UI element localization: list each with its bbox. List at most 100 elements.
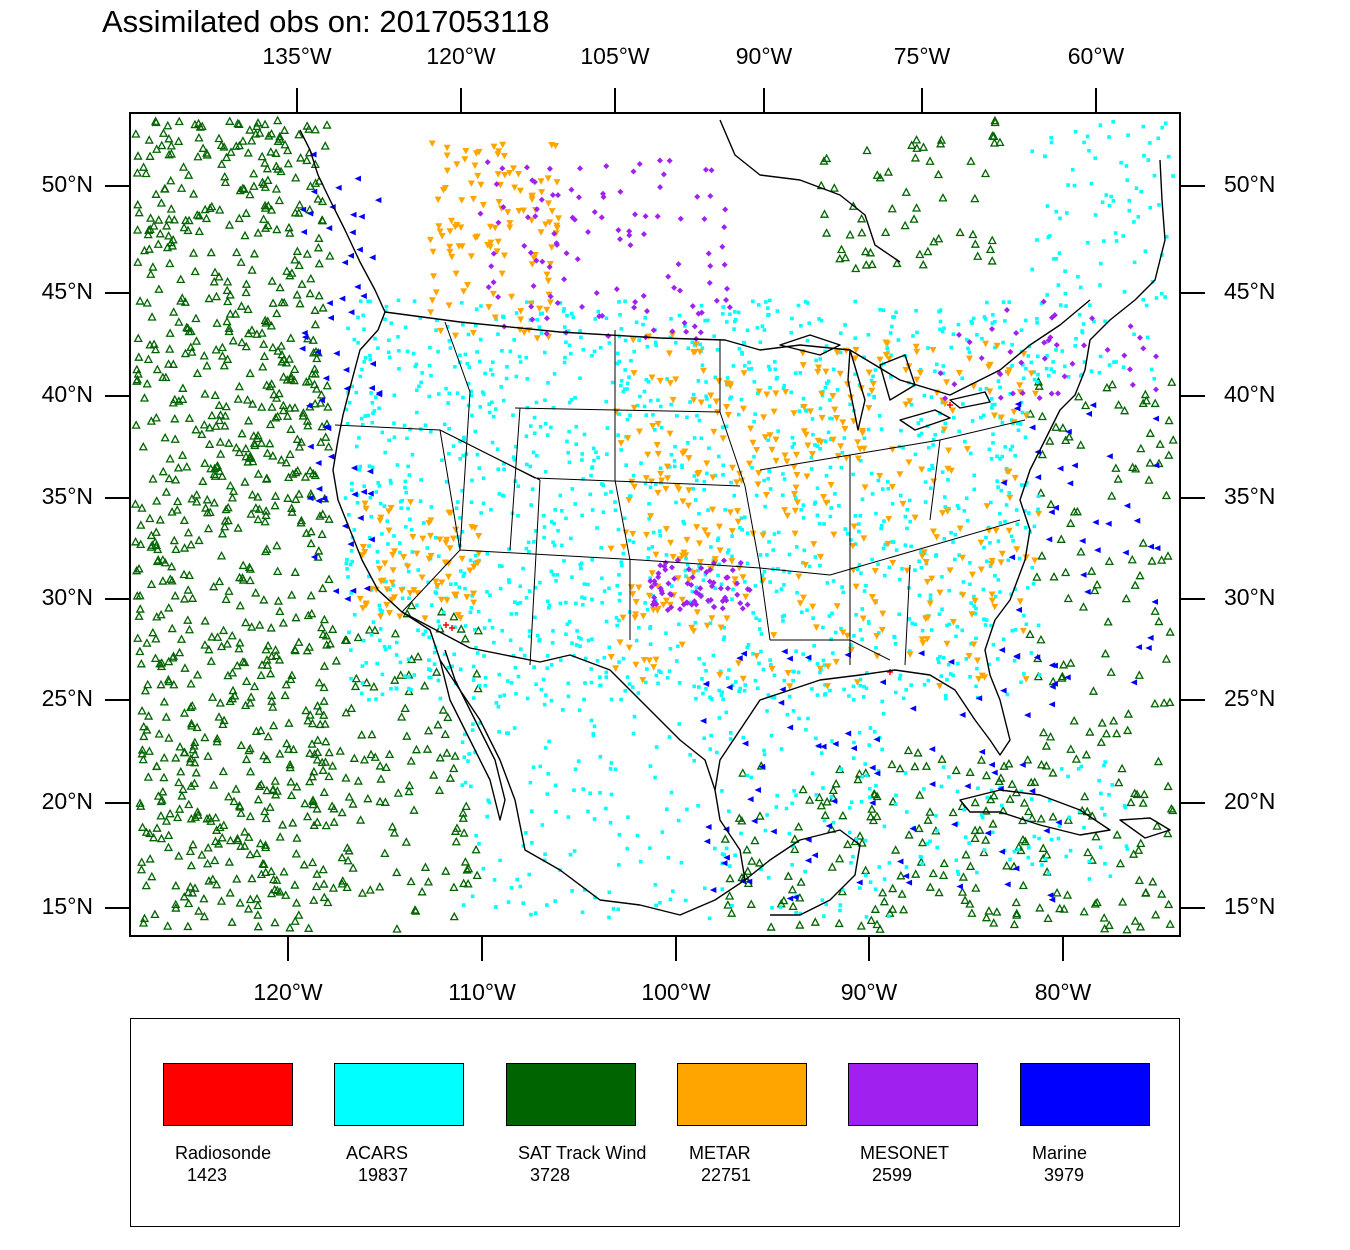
obs-marker — [149, 339, 159, 348]
obs-marker — [200, 458, 210, 467]
obs-marker — [696, 591, 703, 598]
obs-marker — [570, 889, 574, 893]
obs-marker — [308, 795, 318, 804]
obs-marker — [207, 692, 218, 701]
obs-marker — [1022, 376, 1026, 381]
obs-marker — [249, 438, 259, 448]
obs-marker — [922, 787, 926, 791]
obs-marker — [490, 625, 495, 630]
obs-marker — [316, 398, 326, 407]
obs-marker — [484, 241, 492, 249]
obs-marker — [833, 349, 841, 356]
obs-marker — [527, 550, 531, 554]
obs-marker — [1046, 499, 1056, 509]
obs-marker — [1127, 208, 1132, 213]
obs-marker — [357, 436, 361, 440]
obs-marker — [314, 677, 324, 687]
obs-marker — [442, 422, 447, 427]
obs-marker — [149, 221, 159, 230]
obs-marker — [545, 433, 550, 437]
obs-marker — [234, 213, 244, 223]
obs-marker — [839, 465, 844, 470]
obs-marker — [459, 878, 469, 888]
obs-marker — [200, 616, 210, 625]
obs-marker — [266, 128, 277, 138]
obs-marker — [755, 326, 760, 330]
obs-marker — [995, 479, 1000, 483]
obs-marker — [874, 784, 878, 788]
obs-marker — [473, 683, 483, 693]
obs-marker — [1016, 428, 1021, 433]
obs-marker — [923, 815, 933, 824]
obs-marker — [380, 672, 385, 677]
obs-marker — [456, 500, 460, 504]
obs-marker — [164, 231, 174, 240]
obs-marker — [1008, 857, 1012, 862]
obs-marker — [237, 337, 247, 347]
obs-marker — [701, 691, 705, 696]
obs-marker — [642, 389, 647, 394]
obs-marker — [963, 439, 967, 444]
obs-marker — [902, 367, 910, 374]
obs-marker — [824, 663, 832, 670]
obs-marker — [795, 920, 805, 929]
obs-marker — [916, 421, 921, 425]
obs-marker — [943, 379, 951, 386]
obs-marker — [977, 539, 985, 547]
obs-marker — [509, 165, 517, 172]
obs-marker — [202, 507, 213, 517]
obs-marker — [1085, 134, 1090, 139]
obs-marker — [867, 795, 872, 800]
obs-marker — [875, 924, 885, 933]
obs-marker — [381, 762, 391, 772]
obs-marker — [1070, 167, 1075, 172]
obs-marker — [143, 772, 153, 781]
obs-marker — [1121, 593, 1131, 603]
obs-marker — [994, 776, 1004, 786]
obs-marker — [960, 628, 965, 633]
obs-marker — [343, 855, 353, 865]
obs-marker — [135, 798, 145, 807]
obs-marker — [183, 615, 193, 624]
obs-marker — [474, 172, 482, 180]
obs-marker — [199, 911, 209, 921]
obs-marker — [993, 594, 998, 599]
obs-marker — [203, 523, 214, 533]
obs-marker — [862, 145, 872, 155]
obs-marker — [1021, 363, 1025, 367]
obs-marker — [712, 334, 716, 339]
obs-marker — [1022, 613, 1026, 618]
obs-marker — [662, 526, 670, 533]
obs-marker — [521, 844, 526, 848]
obs-marker — [446, 665, 451, 670]
obs-marker — [831, 820, 836, 825]
obs-marker — [973, 611, 978, 616]
obs-marker — [277, 349, 287, 359]
obs-marker — [416, 628, 420, 633]
obs-marker — [411, 906, 421, 915]
obs-marker — [581, 347, 586, 352]
obs-marker — [1135, 922, 1146, 931]
obs-marker — [664, 807, 669, 812]
obs-marker — [668, 897, 673, 902]
obs-marker — [922, 559, 930, 566]
obs-marker — [762, 328, 767, 332]
obs-marker — [654, 450, 662, 458]
obs-marker — [303, 715, 313, 725]
obs-marker — [677, 215, 684, 222]
obs-marker — [799, 362, 807, 369]
obs-marker — [148, 832, 159, 842]
legend-swatch — [848, 1063, 978, 1126]
obs-marker — [532, 540, 536, 544]
obs-marker — [319, 787, 329, 796]
obs-marker — [171, 903, 181, 912]
obs-marker — [752, 454, 756, 459]
obs-marker — [922, 393, 927, 398]
obs-marker — [315, 719, 325, 729]
obs-marker — [1058, 659, 1069, 669]
obs-marker — [916, 370, 924, 377]
obs-marker — [434, 328, 438, 332]
obs-marker — [511, 184, 519, 191]
left-lat-label-4: 30°N — [42, 584, 93, 610]
obs-marker — [436, 536, 444, 543]
